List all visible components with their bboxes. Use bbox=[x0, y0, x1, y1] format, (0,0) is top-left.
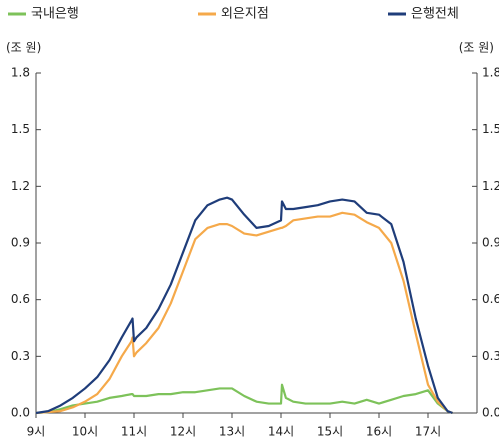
y2-tick-label: 1.5 bbox=[482, 122, 499, 136]
y-tick-label: 1.8 bbox=[11, 66, 30, 80]
series-line bbox=[35, 211, 453, 415]
x-tick-label: 17시 bbox=[415, 425, 441, 439]
y2-tick-label: 0.9 bbox=[482, 236, 499, 250]
y-tick-label: 1.2 bbox=[11, 179, 30, 193]
y2-axis-label: (조 원) bbox=[459, 41, 494, 55]
y2-tick-label: 0.6 bbox=[482, 292, 499, 306]
legend-label: 외은지점 bbox=[221, 7, 269, 22]
y-tick-label: 1.5 bbox=[11, 122, 30, 136]
x-tick-label: 10시 bbox=[72, 425, 98, 439]
x-tick-label: 9시 bbox=[27, 425, 46, 439]
y2-tick-label: 0.0 bbox=[482, 406, 499, 420]
legend-label: 국내은행 bbox=[31, 6, 79, 22]
y-tick-label: 0.3 bbox=[11, 349, 30, 363]
y-tick-label: 0.9 bbox=[11, 236, 30, 250]
series-line bbox=[35, 383, 453, 415]
y2-tick-label: 0.3 bbox=[482, 349, 499, 363]
x-tick-label: 13시 bbox=[219, 425, 245, 439]
y-tick-label: 0.0 bbox=[11, 406, 30, 420]
x-tick-label: 15시 bbox=[317, 425, 343, 439]
x-tick-label: 14시 bbox=[268, 425, 294, 439]
y2-tick-label: 1.2 bbox=[482, 179, 499, 193]
series-line bbox=[35, 196, 453, 415]
y-tick-label: 0.6 bbox=[11, 292, 30, 306]
x-tick-label: 16시 bbox=[366, 425, 392, 439]
y-axis-label: (조 원) bbox=[6, 41, 41, 55]
x-tick-label: 12시 bbox=[170, 425, 196, 439]
x-tick-label: 11시 bbox=[121, 425, 147, 439]
legend-label: 은행전체 bbox=[411, 6, 459, 22]
y2-tick-label: 1.8 bbox=[482, 66, 499, 80]
